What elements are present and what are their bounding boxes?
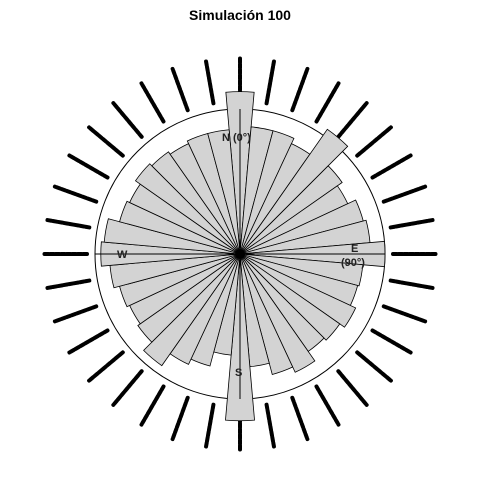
data-tick-50	[355, 125, 393, 158]
data-tick-250	[52, 304, 99, 324]
data-tick-350	[203, 57, 216, 106]
data-tick-80	[388, 217, 437, 230]
rose-petal-130	[239, 253, 341, 341]
data-tick-320	[111, 101, 144, 139]
chart-title: Simulación 100	[189, 7, 291, 23]
data-tick-140	[336, 369, 369, 407]
data-tick-40	[336, 101, 369, 139]
data-tick-310	[87, 125, 125, 158]
data-tick-10	[264, 57, 277, 106]
data-tick-220	[111, 369, 144, 407]
data-tick-110	[381, 304, 428, 324]
data-tick-200	[170, 395, 190, 442]
south-label: S	[235, 367, 242, 379]
data-tick-20	[290, 66, 310, 113]
rose-petal-230	[137, 253, 241, 343]
rose-petal-310	[134, 163, 241, 255]
data-tick-170	[264, 402, 277, 451]
east-degree-label: (90°)	[341, 257, 365, 269]
north-label: N (0°)	[222, 132, 251, 144]
rose-petal-220	[143, 253, 241, 367]
data-tick-190	[203, 402, 216, 451]
raw-data-ticks	[41, 55, 439, 453]
data-tick-150	[314, 384, 341, 427]
data-tick-340	[170, 66, 190, 113]
data-tick-60	[370, 153, 413, 180]
data-tick-160	[290, 395, 310, 442]
rose-petal-350	[207, 129, 241, 255]
rose-petal-150	[239, 253, 316, 373]
data-tick-130	[355, 350, 393, 383]
rose-petal-50	[239, 165, 343, 255]
rose-petals	[100, 91, 386, 422]
east-label: E	[351, 243, 358, 255]
data-tick-240	[67, 328, 110, 355]
data-tick-100	[388, 278, 437, 291]
data-tick-120	[370, 328, 413, 355]
data-tick-230	[87, 350, 125, 383]
data-tick-30	[314, 81, 341, 124]
rose-petal-120	[239, 253, 357, 328]
data-tick-280	[43, 217, 92, 230]
west-label: W	[117, 249, 128, 261]
rose-petal-20	[239, 130, 295, 255]
rose-petal-320	[151, 151, 241, 255]
data-tick-210	[139, 384, 166, 427]
data-tick-260	[43, 278, 92, 291]
data-tick-300	[67, 153, 110, 180]
rose-petal-290	[119, 200, 241, 255]
data-tick-330	[139, 81, 166, 124]
data-tick-290	[52, 184, 99, 204]
rose-petal-160	[239, 253, 294, 375]
rose-petal-40	[239, 128, 349, 255]
data-tick-70	[381, 184, 428, 204]
